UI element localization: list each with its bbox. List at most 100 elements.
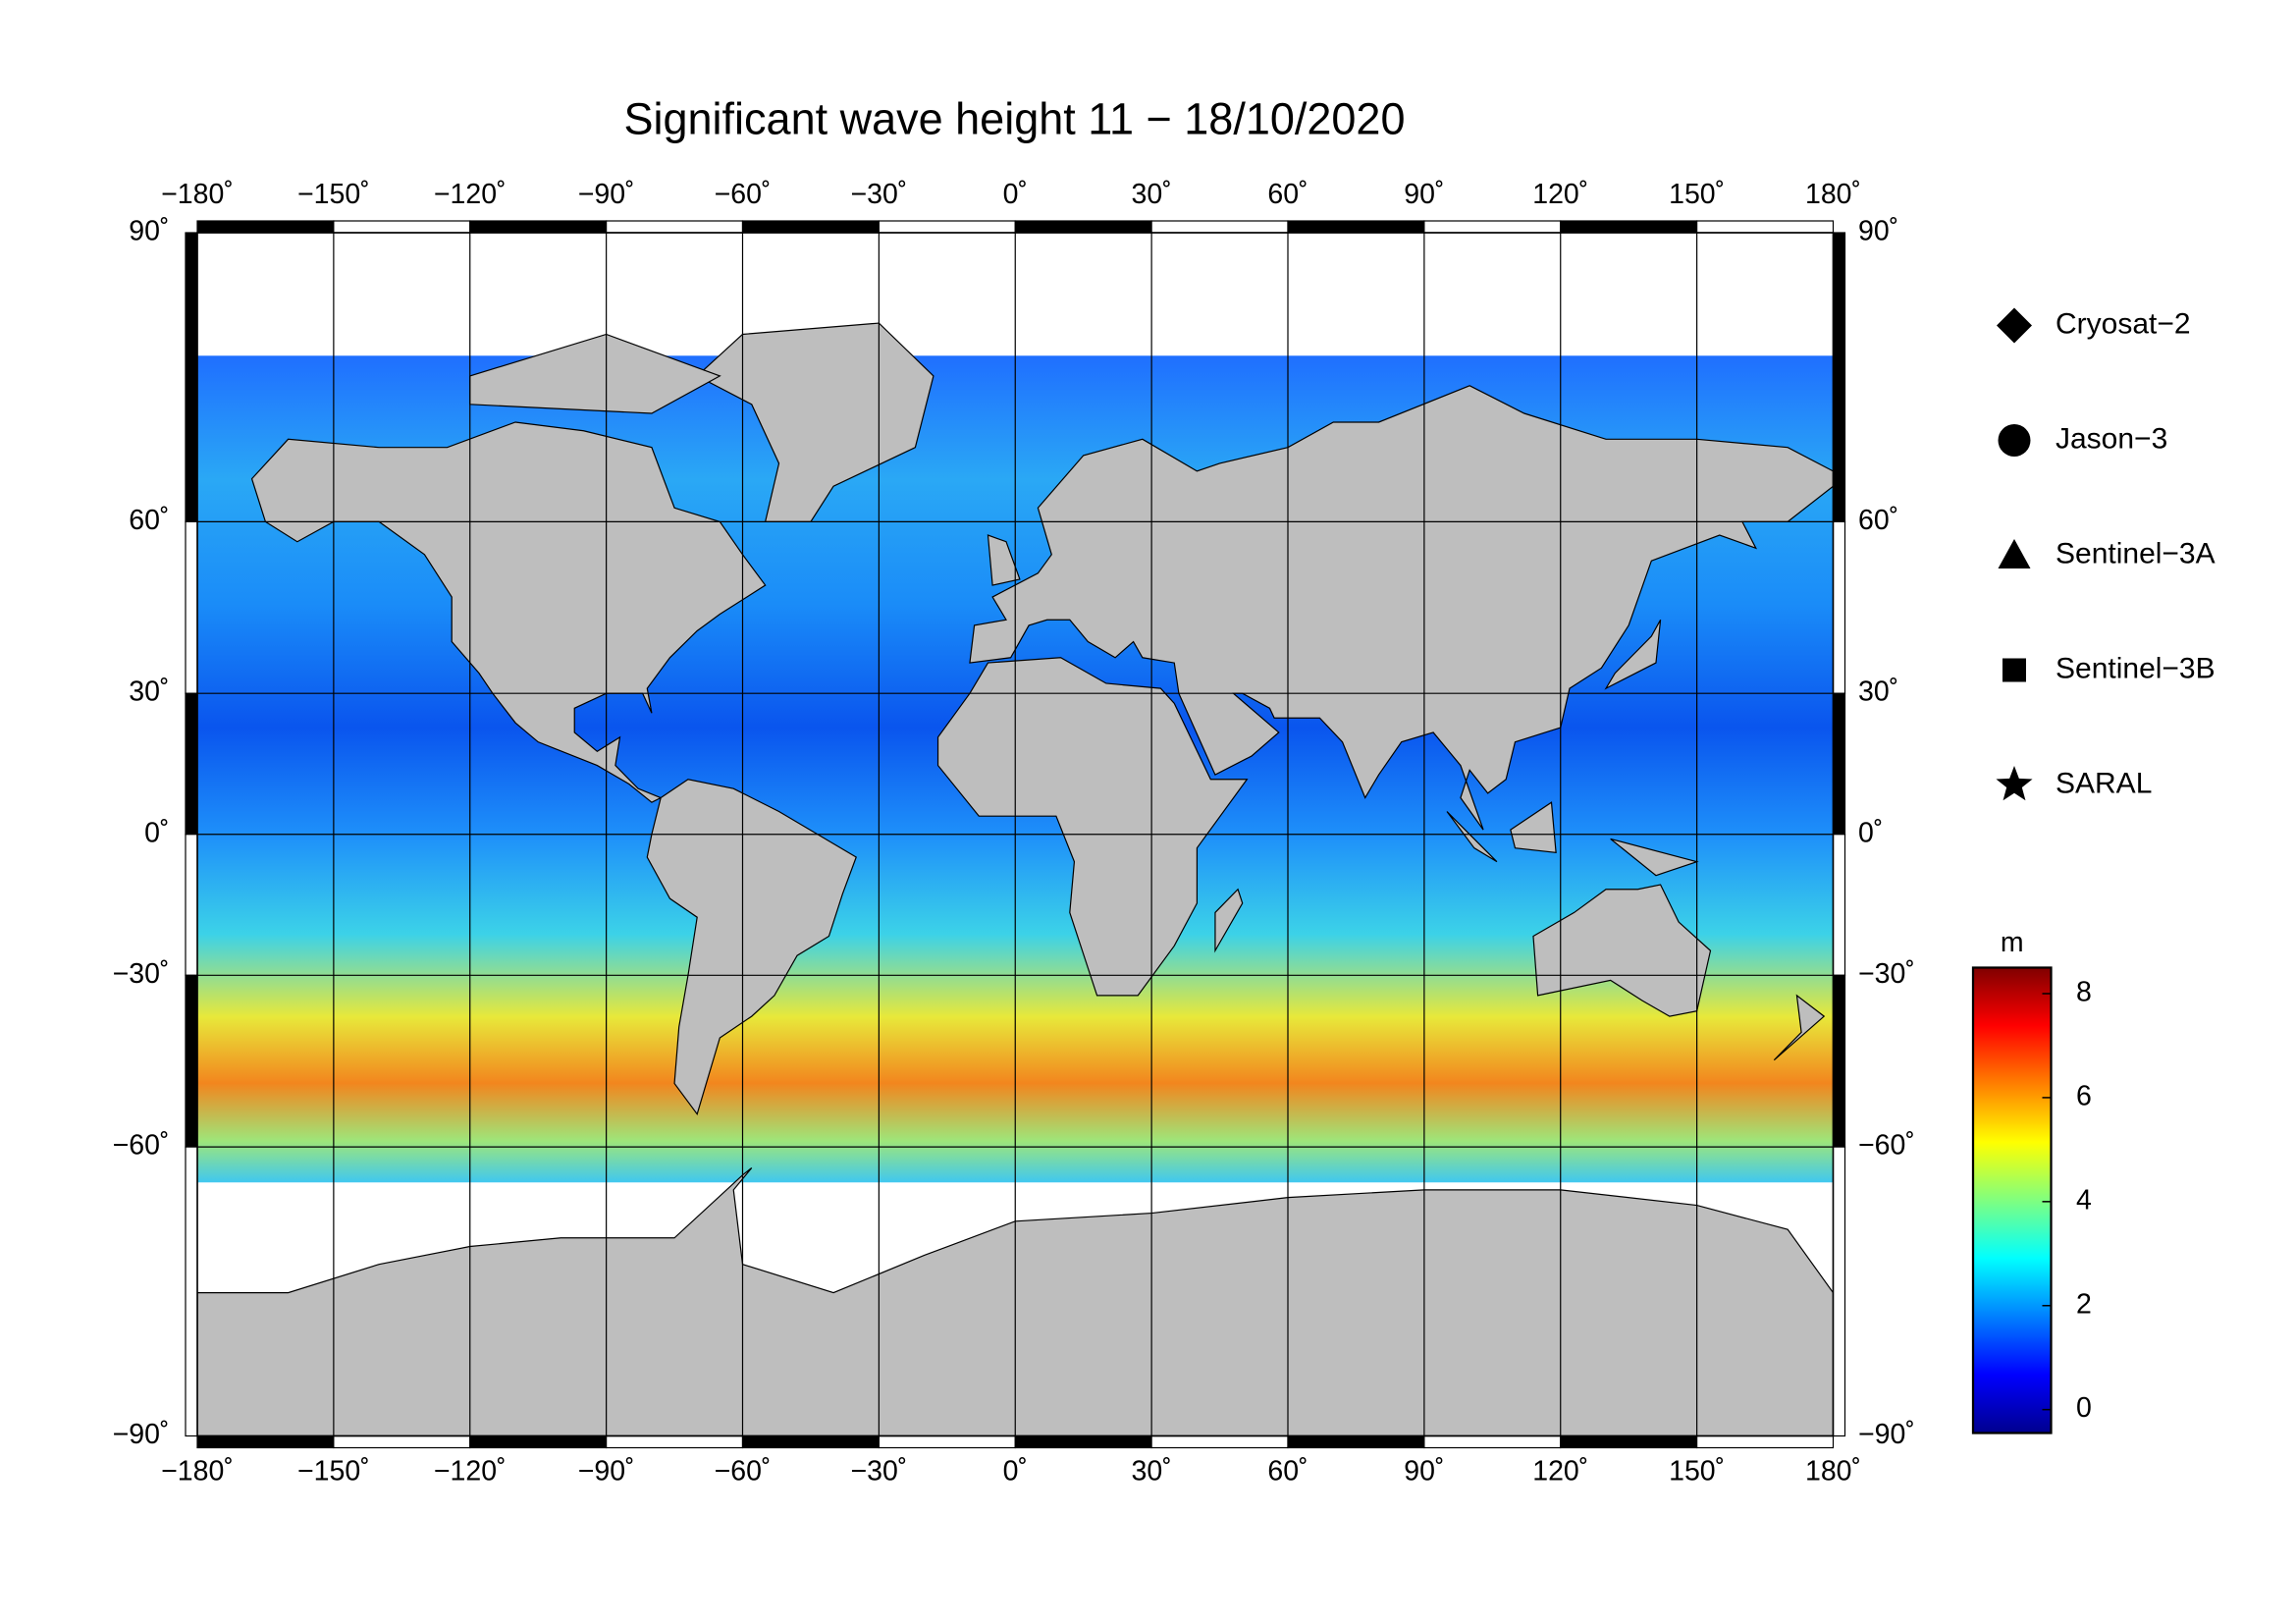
lon-tick-label: 90˚	[1404, 1456, 1444, 1488]
lat-tick-label: −60˚	[113, 1130, 170, 1162]
lat-tick-label: 90˚	[1858, 216, 1898, 247]
border-bar	[741, 220, 880, 234]
landmass	[1446, 811, 1498, 863]
colorbar-tick-label: 4	[2076, 1184, 2092, 1216]
border-bar	[1560, 1434, 1698, 1449]
border-bar	[469, 220, 608, 234]
border-bar	[333, 220, 471, 234]
colorbar-tick-label: 6	[2076, 1080, 2092, 1111]
border-bar	[1832, 834, 1846, 976]
lon-tick-label: −120˚	[434, 1456, 507, 1488]
lon-tick-label: −90˚	[578, 179, 635, 210]
lon-tick-label: −60˚	[715, 179, 772, 210]
border-bar	[1287, 220, 1425, 234]
lon-tick-label: 0˚	[1003, 1456, 1028, 1488]
border-bar	[1696, 220, 1835, 234]
landmass	[1510, 801, 1557, 854]
border-bar	[741, 1434, 880, 1449]
border-bar	[469, 1434, 608, 1449]
border-bar	[1832, 974, 1846, 1148]
landmass	[987, 534, 1021, 586]
lat-tick-label: −30˚	[113, 958, 170, 990]
border-bar	[878, 220, 1016, 234]
landmass	[1532, 884, 1712, 1017]
lon-tick-label: 90˚	[1404, 179, 1444, 210]
lat-tick-label: −90˚	[113, 1419, 170, 1450]
border-bar	[196, 1434, 335, 1449]
lon-tick-label: 150˚	[1669, 179, 1725, 210]
legend-marker	[2002, 658, 2026, 682]
lon-tick-label: 30˚	[1132, 1456, 1172, 1488]
colorbar-unit: m	[2001, 927, 2024, 958]
landmass	[1604, 619, 1662, 690]
map-layer: Significant wave height 11 − 18/10/2020 …	[113, 93, 2216, 1487]
lat-tick-label: 90˚	[129, 216, 169, 247]
border-bar	[185, 232, 198, 522]
border-bar	[185, 1146, 198, 1437]
border-bar	[1832, 1146, 1846, 1437]
colorbar-tick-label: 2	[2076, 1288, 2092, 1320]
border-bar	[1150, 220, 1289, 234]
lat-tick-label: 30˚	[129, 676, 169, 708]
lon-tick-label: 120˚	[1532, 1456, 1588, 1488]
colorbar-tick-label: 0	[2076, 1392, 2092, 1424]
lon-tick-label: −180˚	[161, 1456, 234, 1488]
legend-marker	[1996, 766, 2033, 801]
lon-tick-label: −150˚	[297, 179, 370, 210]
lat-tick-label: 60˚	[129, 505, 169, 536]
border-bar	[606, 1434, 744, 1449]
lon-tick-label: −60˚	[715, 1456, 772, 1488]
lon-tick-label: −30˚	[850, 179, 907, 210]
lon-tick-label: 30˚	[1132, 179, 1172, 210]
lat-tick-label: −90˚	[1858, 1419, 1915, 1450]
border-bar	[1832, 232, 1846, 522]
lat-tick-label: 0˚	[144, 817, 169, 848]
legend-label: SARAL	[2056, 767, 2152, 799]
border-bar	[1014, 220, 1152, 234]
landmass	[1610, 838, 1699, 877]
border-bar	[185, 834, 198, 976]
lat-tick-label: −60˚	[1858, 1130, 1915, 1162]
colorbar	[1971, 966, 2053, 1434]
lon-tick-label: −180˚	[161, 179, 234, 210]
legend-label: Jason−3	[2056, 422, 2167, 455]
lon-tick-label: −90˚	[578, 1456, 635, 1488]
landmass	[250, 421, 767, 803]
border-bar	[185, 974, 198, 1148]
legend-marker	[1997, 307, 2032, 344]
lon-tick-label: 150˚	[1669, 1456, 1725, 1488]
map-title: Significant wave height 11 − 18/10/2020	[623, 93, 1405, 143]
border-bar	[1832, 692, 1846, 836]
map-frame	[196, 232, 1835, 1437]
border-bar	[878, 1434, 1016, 1449]
lon-tick-label: −30˚	[850, 1456, 907, 1488]
border-bar	[1423, 1434, 1562, 1449]
border-bar	[1423, 220, 1562, 234]
lon-tick-label: 60˚	[1267, 179, 1308, 210]
border-bar	[185, 692, 198, 836]
legend-marker	[1998, 539, 2031, 568]
lon-tick-label: −120˚	[434, 179, 507, 210]
border-bar	[333, 1434, 471, 1449]
border-bar	[1014, 1434, 1152, 1449]
border-bar	[1560, 220, 1698, 234]
legend-label: Sentinel−3A	[2056, 537, 2216, 569]
legend-label: Cryosat−2	[2056, 307, 2191, 340]
lat-tick-label: 0˚	[1858, 817, 1883, 848]
landmass	[646, 779, 857, 1116]
colorbar-tick-label: 8	[2076, 977, 2092, 1008]
border-bar	[1696, 1434, 1835, 1449]
lon-tick-label: 0˚	[1003, 179, 1028, 210]
border-bar	[1832, 520, 1846, 694]
border-bar	[1150, 1434, 1289, 1449]
lat-tick-label: 60˚	[1858, 505, 1898, 536]
landmass	[1773, 994, 1826, 1061]
lon-tick-label: 180˚	[1805, 1456, 1861, 1488]
lon-tick-label: 60˚	[1267, 1456, 1308, 1488]
legend-label: Sentinel−3B	[2056, 652, 2216, 684]
landmass	[1214, 888, 1244, 953]
border-bar	[185, 520, 198, 694]
lon-tick-label: −150˚	[297, 1456, 370, 1488]
legend-marker	[1998, 424, 2031, 457]
